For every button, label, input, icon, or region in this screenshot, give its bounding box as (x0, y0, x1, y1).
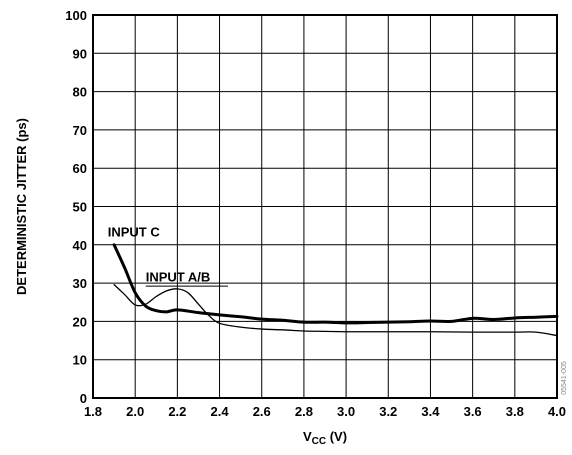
y-tick-label: 60 (73, 161, 87, 176)
x-tick-label: 2.8 (295, 404, 313, 419)
plot-frame (92, 14, 558, 399)
x-tick-label: 3.6 (464, 404, 482, 419)
y-tick-label: 20 (73, 314, 87, 329)
y-tick-label: 70 (73, 123, 87, 138)
x-tick-label: 2.0 (126, 404, 144, 419)
y-axis-title: DETERMINISTIC JITTER (ps) (14, 118, 29, 295)
y-tick-label: 90 (73, 46, 87, 61)
y-tick-label: 30 (73, 276, 87, 291)
x-tick-label: 3.2 (379, 404, 397, 419)
annotation-input-ab: INPUT A/B (146, 270, 211, 285)
x-tick-label: 2.4 (211, 404, 230, 419)
x-tick-label: 3.8 (506, 404, 524, 419)
x-tick-label: 2.6 (253, 404, 271, 419)
series-layer (112, 243, 559, 337)
series-line-input-a-b (113, 283, 558, 337)
y-tick-label: 80 (73, 85, 87, 100)
y-tick-label: 40 (73, 238, 87, 253)
x-tick-label: 3.0 (337, 404, 355, 419)
x-tick-label: 4.0 (548, 404, 566, 419)
series-line-input-c (112, 243, 559, 325)
x-axis-title: VCC (V) (303, 429, 347, 447)
x-axis-title-subscript: CC (312, 436, 326, 447)
x-tick-label: 2.2 (168, 404, 186, 419)
y-tick-label: 50 (73, 200, 87, 215)
y-tick-label: 0 (80, 391, 87, 406)
x-axis-title-main: V (303, 429, 312, 444)
x-axis-title-unit: (V) (326, 429, 347, 444)
annotation-input-c: INPUT C (108, 224, 161, 239)
figure-code: 05541-005 (561, 361, 568, 395)
x-tick-label: 3.4 (421, 404, 440, 419)
x-tick-label: 1.8 (84, 404, 102, 419)
tick-label-layer: 1.8 2.0 2.2 2.4 2.6 2.8 3.0 3.2 3.4 3.6 3.8 4.0 0 10 2… (65, 8, 566, 419)
y-tick-label: 10 (73, 353, 87, 368)
y-tick-label: 100 (65, 8, 87, 23)
